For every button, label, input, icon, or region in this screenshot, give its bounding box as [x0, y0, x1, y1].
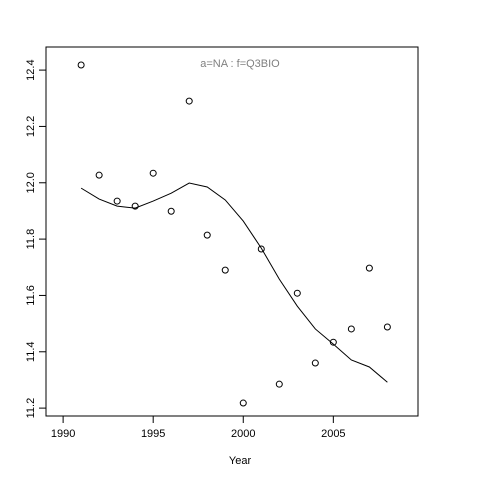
y-tick-label: 12.0: [25, 172, 37, 193]
y-tick-label: 12.4: [25, 59, 37, 80]
point: [221, 266, 229, 274]
point: [275, 380, 283, 388]
x-tick-label: 2005: [321, 428, 345, 440]
point: [113, 197, 121, 205]
x-tick-label: 1990: [51, 428, 75, 440]
point: [95, 171, 103, 179]
point: [131, 202, 139, 210]
point: [77, 61, 85, 69]
y-tick-label: 12.2: [25, 116, 37, 137]
annotation: a=NA : f=Q3BIO: [200, 58, 280, 70]
point: [149, 169, 157, 177]
y-tick-label: 11.6: [25, 285, 37, 306]
point: [365, 264, 373, 272]
point: [383, 323, 391, 331]
y-tick-label: 11.2: [25, 398, 37, 419]
plot-frame: [45, 46, 419, 417]
x-tick-label: 2000: [231, 428, 255, 440]
point: [293, 289, 301, 297]
point: [311, 359, 319, 367]
point: [203, 231, 211, 239]
point: [167, 207, 175, 215]
y-tick-label: 11.4: [25, 341, 37, 362]
point: [329, 338, 337, 346]
y-tick-label: 11.8: [25, 229, 37, 250]
point: [185, 97, 193, 105]
point: [347, 325, 355, 333]
x-tick-label: 1995: [141, 428, 165, 440]
smooth-line: [80, 182, 388, 383]
x-axis-label: Year: [229, 455, 252, 467]
point: [239, 399, 247, 407]
point: [257, 245, 265, 253]
